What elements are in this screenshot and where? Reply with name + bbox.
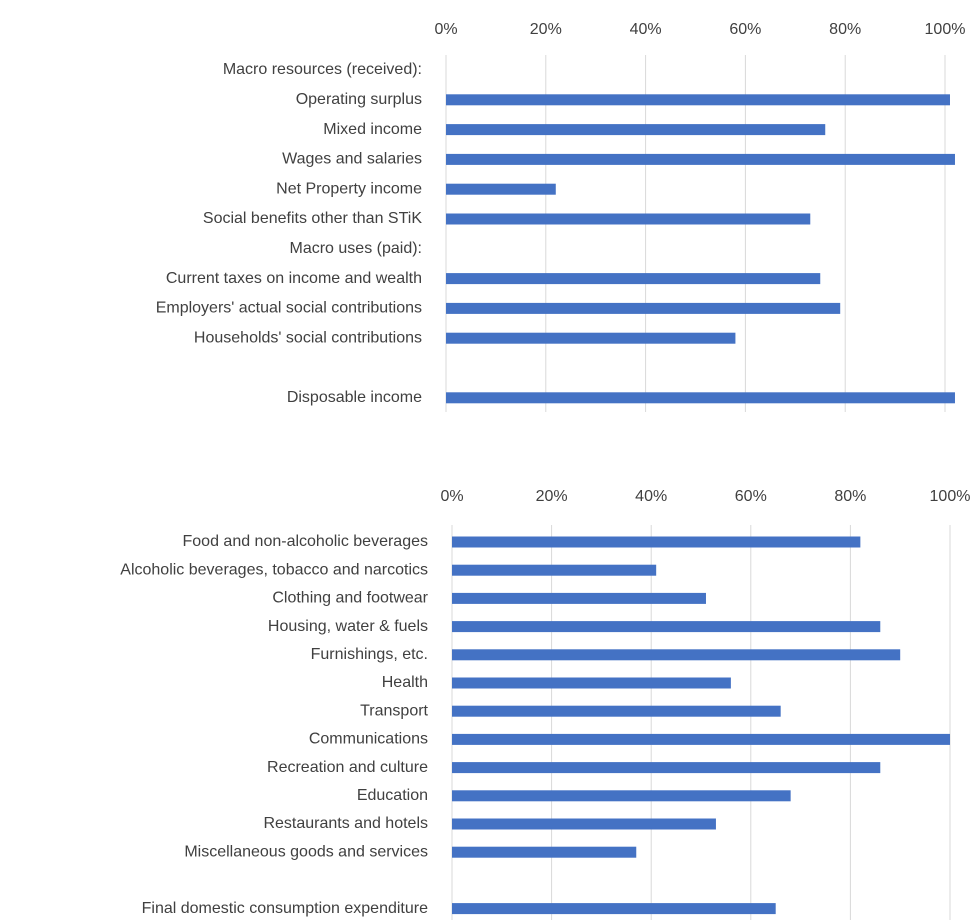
x-tick-label: 80% <box>829 21 861 38</box>
bar <box>452 903 776 915</box>
bar <box>452 846 637 858</box>
category-label: Operating surplus <box>296 91 422 108</box>
category-label: Miscellaneous goods and services <box>184 843 428 860</box>
category-label: Education <box>357 787 428 804</box>
x-tick-label: 20% <box>530 21 562 38</box>
category-label: Employers' actual social contributions <box>156 300 422 317</box>
category-label: Communications <box>309 731 428 748</box>
category-label: Social benefits other than STiK <box>203 210 422 227</box>
bar <box>446 124 826 136</box>
bar <box>446 302 841 314</box>
bar <box>452 677 731 689</box>
bar <box>452 564 657 576</box>
bar <box>446 213 811 225</box>
bar <box>446 153 955 165</box>
category-label: Alcoholic beverages, tobacco and narcoti… <box>120 561 428 578</box>
bar <box>446 183 556 195</box>
category-label: Net Property income <box>276 180 422 197</box>
bar <box>452 733 950 745</box>
x-tick-label: 80% <box>834 488 866 505</box>
bar <box>446 332 736 344</box>
x-tick-label: 40% <box>635 488 667 505</box>
category-label: Current taxes on income and wealth <box>166 270 422 287</box>
category-label: Health <box>382 674 428 691</box>
bar <box>452 621 881 633</box>
bar <box>452 818 716 830</box>
category-label: Clothing and footwear <box>272 590 428 607</box>
x-tick-label: 40% <box>630 21 662 38</box>
bar <box>452 790 791 802</box>
bar <box>446 94 950 106</box>
x-tick-label: 60% <box>729 21 761 38</box>
category-label: Disposable income <box>287 389 422 406</box>
category-label: Housing, water & fuels <box>268 618 428 635</box>
bar <box>446 273 821 285</box>
category-label: Mixed income <box>323 121 422 138</box>
bar <box>452 762 881 774</box>
x-tick-label: 100% <box>925 21 966 38</box>
x-tick-label: 100% <box>930 488 971 505</box>
bar <box>452 649 901 661</box>
category-label: Restaurants and hotels <box>263 815 428 832</box>
bar <box>452 536 861 548</box>
x-tick-label: 0% <box>434 21 457 38</box>
category-label: Macro resources (received): <box>223 61 422 78</box>
category-label: Recreation and culture <box>267 759 428 776</box>
x-tick-label: 0% <box>440 488 463 505</box>
category-label: Macro uses (paid): <box>290 240 423 257</box>
category-label: Furnishings, etc. <box>311 646 428 663</box>
bar <box>452 592 706 604</box>
category-label: Wages and salaries <box>282 151 422 168</box>
category-label: Final domestic consumption expenditure <box>142 900 428 917</box>
category-label: Households' social contributions <box>194 329 422 346</box>
bar <box>452 705 781 717</box>
bar <box>446 392 955 404</box>
category-label: Food and non-alcoholic beverages <box>183 533 429 550</box>
x-tick-label: 20% <box>536 488 568 505</box>
x-tick-label: 60% <box>735 488 767 505</box>
category-label: Transport <box>360 702 428 719</box>
